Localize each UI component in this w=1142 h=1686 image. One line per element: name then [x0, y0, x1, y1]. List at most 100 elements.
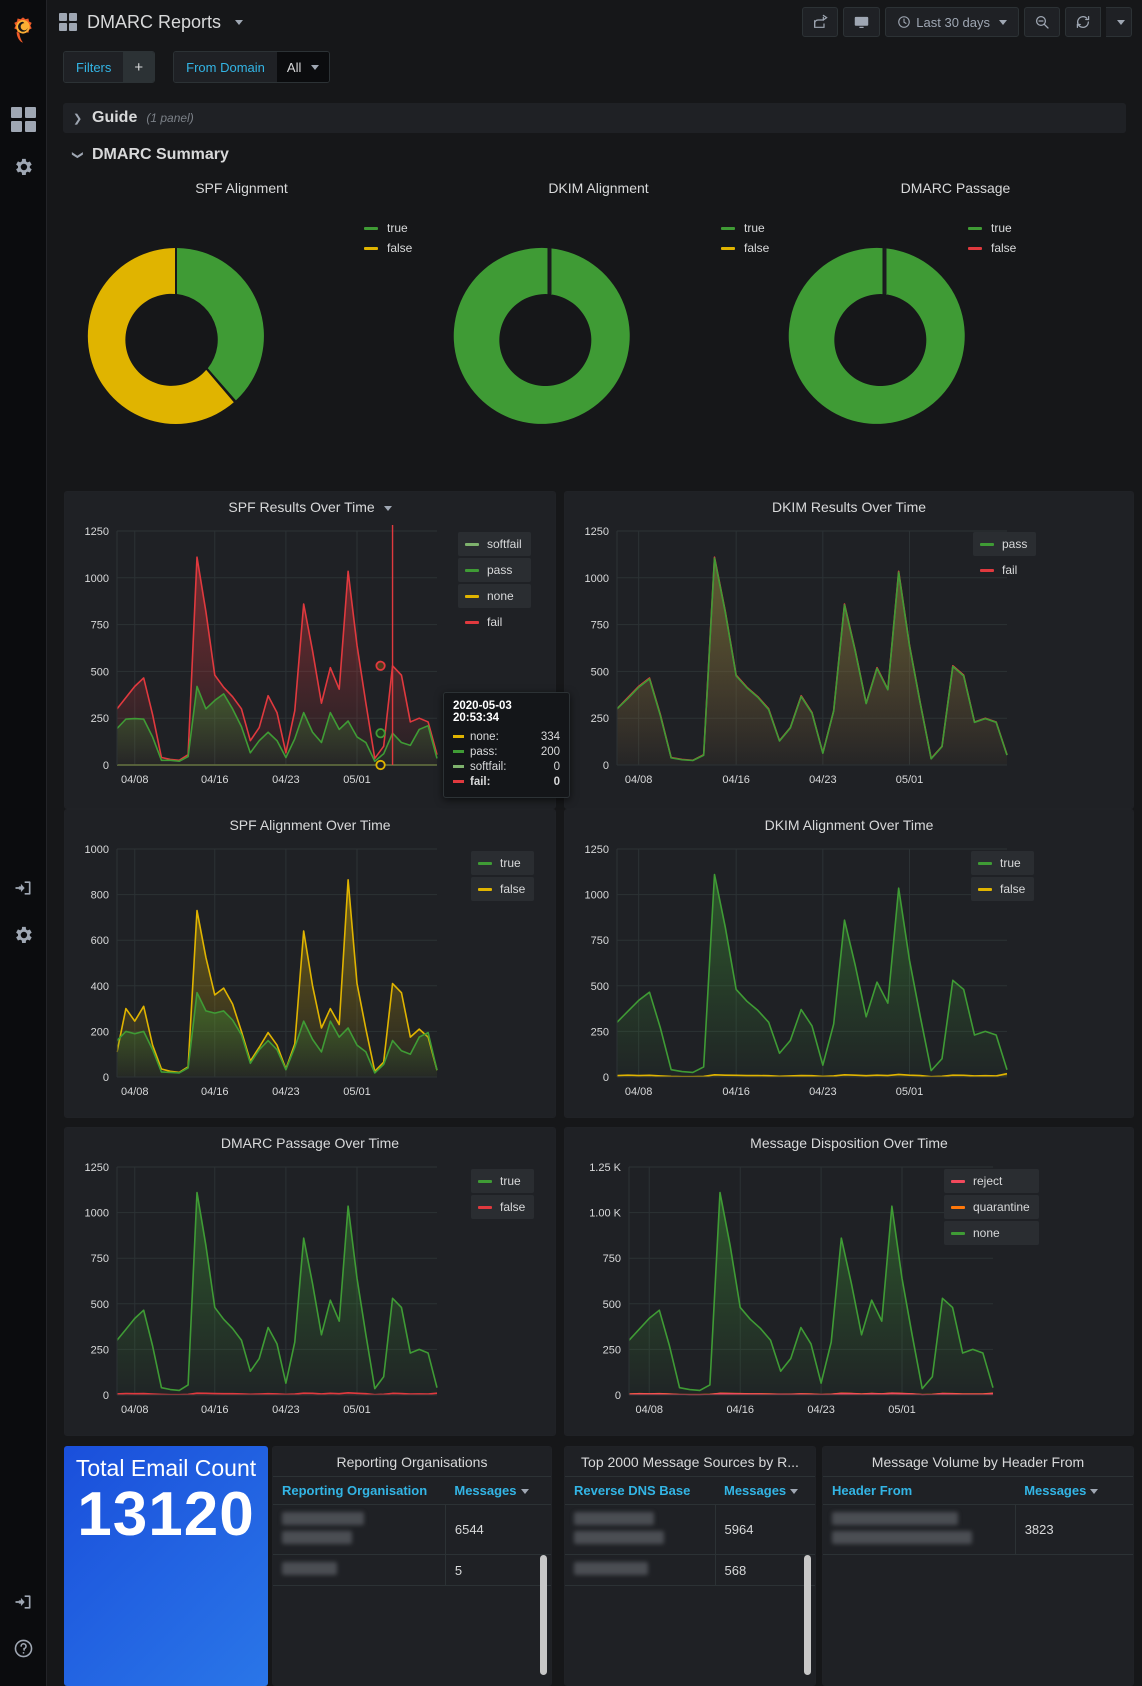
row-title: Guide — [92, 109, 138, 126]
spf-alignment-chart: 0 200 400 600 800 1000 04/08 04/16 04/23 05/01 — [85, 844, 438, 1098]
legend-item[interactable]: false — [971, 877, 1035, 901]
redacted-value — [574, 1512, 654, 1525]
legend-item[interactable]: fail — [973, 558, 1036, 582]
legend-swatch-pass — [465, 568, 479, 572]
filters-variable[interactable]: Filters + — [63, 51, 156, 83]
legend-swatch-pass — [980, 542, 994, 546]
share-dashboard-button[interactable] — [802, 7, 839, 37]
svg-text:05/01: 05/01 — [343, 1086, 371, 1098]
panel-dkim-alignment-over-time: DKIM Alignment Over Time 0 250 500 750 1000 1… — [564, 809, 1134, 1118]
legend-item[interactable]: true — [364, 218, 412, 238]
cell-messages: 5964 — [715, 1504, 815, 1555]
svg-text:750: 750 — [591, 935, 609, 947]
from-domain-select[interactable]: All — [276, 52, 330, 82]
legend-item[interactable]: false — [364, 238, 412, 258]
legend-label: pass — [1002, 537, 1028, 551]
svg-text:04/23: 04/23 — [272, 774, 300, 786]
legend-item[interactable]: quarantine — [944, 1195, 1039, 1219]
sidebar-item-settings[interactable] — [0, 911, 47, 958]
legend-item[interactable]: false — [968, 238, 1016, 258]
gear-icon — [16, 158, 32, 175]
grafana-logo-button[interactable] — [0, 0, 47, 52]
sidebar-item-configuration[interactable] — [0, 143, 47, 190]
svg-text:04/08: 04/08 — [625, 1086, 653, 1098]
row-header-dmarc-summary[interactable]: ❯ DMARC Summary — [63, 140, 229, 170]
reporting-organisations-table: Reporting Organisation Messages 6544 5 — [273, 1476, 551, 1586]
legend-item[interactable]: true — [968, 218, 1016, 238]
sidebar-item-sign-in[interactable] — [0, 864, 47, 911]
row-panel-count: (1 panel) — [146, 111, 194, 125]
svg-text:05/01: 05/01 — [343, 774, 371, 786]
dashboard-title-button[interactable]: DMARC Reports — [59, 12, 244, 33]
svg-text:0: 0 — [615, 1390, 621, 1402]
table-row[interactable]: 6544 — [273, 1504, 551, 1555]
legend-item[interactable]: fail — [458, 610, 531, 634]
add-filter-button[interactable]: + — [123, 52, 155, 82]
panel-spf-alignment-over-time: SPF Alignment Over Time 0 200 400 600 800 100… — [64, 809, 556, 1118]
dmarc-passage-legend: true false — [968, 218, 1016, 258]
column-header-messages[interactable]: Messages — [715, 1476, 815, 1505]
legend-item[interactable]: reject — [944, 1169, 1039, 1193]
svg-text:750: 750 — [591, 620, 609, 632]
column-header-header-from[interactable]: Header From — [823, 1476, 1016, 1505]
panel-title[interactable]: SPF Results Over Time — [65, 492, 555, 515]
sidebar-item-sign-in-2[interactable] — [0, 1578, 47, 1625]
svg-text:250: 250 — [591, 713, 609, 725]
cycle-view-mode-button[interactable] — [843, 7, 881, 37]
legend-item[interactable]: true — [971, 851, 1035, 875]
legend-item[interactable]: true — [721, 218, 769, 238]
svg-text:04/16: 04/16 — [201, 1086, 229, 1098]
legend-item[interactable]: false — [721, 238, 769, 258]
legend-item[interactable]: true — [471, 851, 535, 875]
panel-title: SPF Alignment — [195, 180, 288, 196]
spf-alignment-donut-chart — [87, 248, 264, 424]
chevron-down-icon[interactable] — [383, 505, 392, 511]
table-row[interactable]: 5964 — [565, 1504, 815, 1555]
legend-item[interactable]: pass — [458, 558, 531, 582]
svg-text:1250: 1250 — [85, 526, 109, 538]
svg-text:04/08: 04/08 — [121, 1086, 149, 1098]
panel-dmarc-passage: DMARC Passage true false — [777, 172, 1134, 482]
chevron-down-icon — [520, 1489, 529, 1495]
panel-dmarc-passage-over-time: DMARC Passage Over Time 0 250 500 750 1000 12… — [64, 1127, 556, 1436]
table-scrollbar[interactable] — [540, 1555, 547, 1675]
column-header-messages[interactable]: Messages — [445, 1476, 551, 1505]
refresh-dashboard-button[interactable] — [1065, 7, 1101, 37]
sidebar-item-dashboards[interactable] — [0, 96, 47, 143]
legend-label: fail — [487, 615, 503, 629]
time-range-picker[interactable]: Last 30 days — [885, 7, 1019, 37]
legend-item[interactable]: false — [471, 1195, 535, 1219]
spf-alignment-legend: true false — [364, 218, 412, 258]
sidebar-item-help[interactable] — [0, 1625, 47, 1672]
dashboard-grid-icon — [59, 13, 77, 31]
legend-item[interactable]: none — [944, 1221, 1039, 1245]
gear-icon — [16, 926, 32, 943]
legend-label: false — [1000, 882, 1026, 896]
table-scrollbar[interactable] — [804, 1555, 811, 1675]
panel-title: DKIM Alignment — [548, 180, 649, 196]
column-header-messages[interactable]: Messages — [1015, 1476, 1133, 1505]
zoom-out-time-button[interactable] — [1024, 7, 1060, 37]
legend-label: quarantine — [973, 1200, 1030, 1214]
row-header-guide[interactable]: ❯ Guide (1 panel) — [63, 103, 1126, 133]
refresh-interval-dropdown[interactable] — [1106, 7, 1132, 37]
legend-item[interactable]: pass — [973, 532, 1037, 556]
table-row[interactable]: 568 — [565, 1554, 815, 1586]
column-header-org[interactable]: Reporting Organisation — [273, 1476, 446, 1505]
legend-item[interactable]: none — [458, 584, 531, 608]
legend-item[interactable]: false — [471, 877, 535, 901]
svg-text:04/08: 04/08 — [121, 1404, 149, 1416]
panel-title: DMARC Passage — [900, 180, 1011, 196]
legend-item[interactable]: softfail — [458, 532, 531, 556]
table-row[interactable]: 3823 — [823, 1504, 1133, 1555]
panel-message-disposition-over-time: Message Disposition Over Time 0 250 500 750… — [564, 1127, 1134, 1436]
column-header-rdns[interactable]: Reverse DNS Base — [565, 1476, 715, 1505]
svg-text:200: 200 — [91, 1026, 109, 1038]
legend-swatch-true — [978, 861, 992, 865]
svg-text:1000: 1000 — [585, 890, 609, 902]
table-row[interactable]: 5 — [273, 1554, 551, 1586]
from-domain-variable[interactable]: From Domain All — [173, 51, 331, 83]
svg-text:1.00 K: 1.00 K — [589, 1208, 621, 1220]
dkim-alignment-chart: 0 250 500 750 1000 1250 04/08 04/16 04/23 05/01 — [585, 844, 1008, 1098]
legend-item[interactable]: true — [471, 1169, 535, 1193]
